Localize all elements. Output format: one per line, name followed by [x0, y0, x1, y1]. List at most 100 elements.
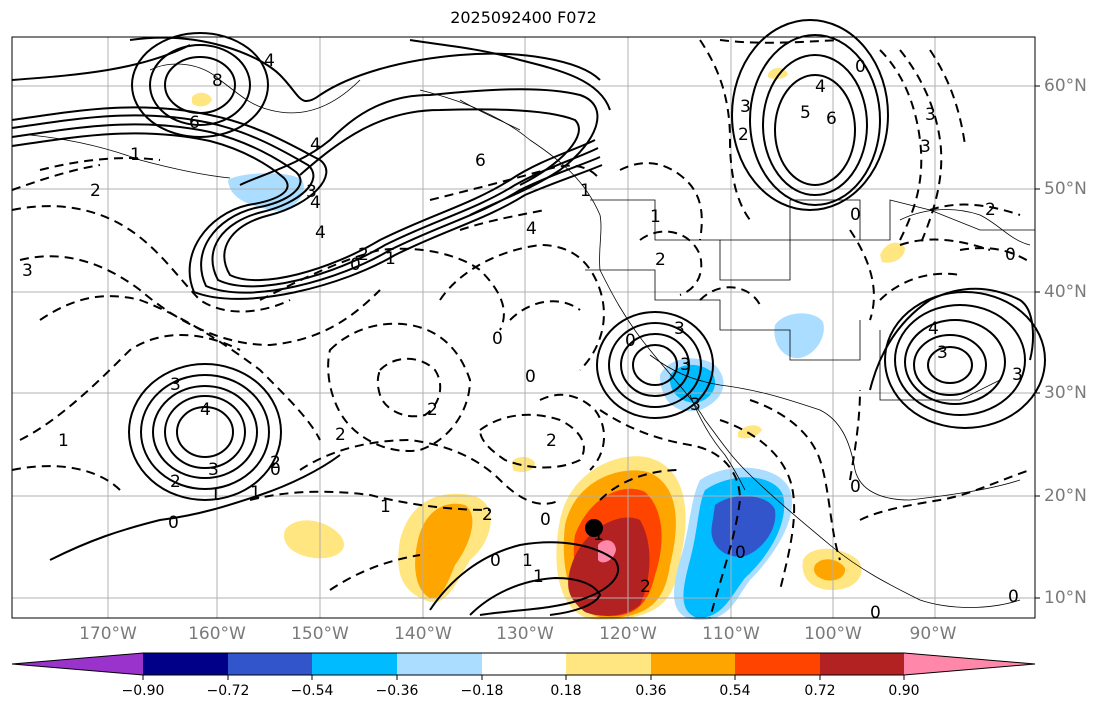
- shade-warm-west-orange: [415, 503, 473, 599]
- contour-label: 2: [170, 472, 181, 492]
- colorbar-swatch: [228, 653, 312, 675]
- contour-label: 0: [855, 57, 866, 77]
- contour-label: 3: [674, 319, 685, 339]
- storm-center-marker: [585, 519, 603, 537]
- contour-label: 5: [800, 103, 811, 123]
- contour-label: 1: [522, 551, 533, 571]
- solid-contours: [11, 19, 1046, 616]
- colorbar-extend-high: [904, 653, 1035, 675]
- colorbar-tick-label: 0.72: [804, 683, 836, 699]
- contour-label: 2: [90, 181, 101, 201]
- shade-warm-bering: [192, 92, 212, 107]
- contour-label: 2: [270, 453, 281, 473]
- colorbar-tick-label: −0.36: [375, 683, 419, 699]
- contour-label: 2: [985, 200, 996, 220]
- colorbar-swatch: [482, 653, 566, 675]
- shaded-anomaly-fields: [192, 68, 905, 620]
- contour-label: 4: [815, 77, 826, 97]
- contour-label: 0: [490, 551, 501, 571]
- contour-label: 4: [526, 219, 537, 239]
- dashed-contours: [11, 39, 1031, 619]
- graticule: [12, 37, 1035, 618]
- contour-label: 4: [315, 223, 326, 243]
- contour-label: 3: [937, 343, 948, 363]
- lon-label: 140°W: [394, 624, 452, 644]
- contour-label: 6: [826, 109, 837, 129]
- lat-label: 10°N: [1044, 588, 1087, 608]
- contour-label: 1: [130, 145, 141, 165]
- contour-label: 3: [680, 355, 691, 375]
- shade-cool-colorado: [774, 313, 824, 359]
- shade-warm-glakes: [880, 242, 905, 263]
- colorbar: [11, 652, 1036, 680]
- colorbar-tick-label: −0.90: [121, 683, 165, 699]
- contour-label: 0: [350, 255, 361, 275]
- contour-label: 0: [525, 367, 536, 387]
- contour-label: 3: [1012, 365, 1023, 385]
- contour-label: 3: [208, 460, 219, 480]
- contour-label: 3: [170, 375, 181, 395]
- contour-label: 0: [540, 510, 551, 530]
- lon-label: 100°W: [804, 624, 862, 644]
- contour-label: 2: [482, 505, 493, 525]
- contour-label: 1: [250, 483, 261, 503]
- contour-label: 0: [850, 477, 861, 497]
- colorbar-swatch: [143, 653, 228, 675]
- contour-label: 0: [850, 205, 861, 225]
- contour-label: 4: [310, 135, 321, 155]
- colorbar-tick-label: 0.36: [635, 683, 667, 699]
- colorbar-swatch: [566, 653, 651, 675]
- contour-label: 3: [690, 395, 701, 415]
- shade-warm-100w-orange: [814, 559, 846, 581]
- lon-label: 90°W: [909, 624, 957, 644]
- contour-label: 1: [650, 207, 661, 227]
- shade-cool-dark: [711, 495, 776, 557]
- colorbar-tick-label: 0.18: [550, 683, 582, 699]
- contour-label: 2: [335, 425, 346, 445]
- contour-label: 3: [306, 182, 317, 202]
- contour-label: 6: [475, 151, 486, 171]
- contour-label: 2: [358, 245, 369, 265]
- contour-label: 2: [655, 250, 666, 270]
- lon-label: 170°W: [79, 624, 137, 644]
- contour-label: 0: [870, 603, 881, 623]
- contour-label: 2: [640, 577, 651, 597]
- lat-label: 40°N: [1044, 282, 1087, 302]
- contour-label-group: 8 4 6 4 6 6 5 4 3 2 3 4 3 2 1 0 2 4 1 3 …: [22, 51, 1023, 623]
- contour-label: 1: [58, 431, 69, 451]
- colorbar-swatch: [820, 653, 904, 675]
- coastlines: [29, 63, 1035, 608]
- contour-label: 4: [310, 193, 321, 213]
- contour-label: 0: [735, 543, 746, 563]
- colorbar-swatch: [651, 653, 735, 675]
- contour-label: 3: [925, 105, 936, 125]
- contour-label: 3: [920, 137, 931, 157]
- contour-label: 1: [580, 181, 591, 201]
- lat-label: 20°N: [1044, 486, 1087, 506]
- contour-label: 2: [546, 431, 557, 451]
- lon-label: 110°W: [702, 624, 760, 644]
- shade-warm-dark: [568, 517, 650, 616]
- colorbar-tick-label: −0.72: [206, 683, 250, 699]
- lat-label: 30°N: [1044, 383, 1087, 403]
- colorbar-swatch: [735, 653, 820, 675]
- colorbar-swatch: [312, 653, 397, 675]
- colorbar-extend-low: [12, 653, 143, 675]
- map-frame: [11, 36, 1036, 619]
- lon-label: 160°W: [188, 624, 246, 644]
- contour-label: 0: [168, 513, 179, 533]
- contour-label: 4: [264, 51, 275, 71]
- lon-label: 150°W: [291, 624, 349, 644]
- map-title: 2025092400 F072: [450, 8, 597, 27]
- contour-label: 8: [212, 71, 223, 91]
- colorbar-tick-label: −0.18: [460, 683, 504, 699]
- contour-label: 0: [1005, 245, 1016, 265]
- lat-label: 60°N: [1044, 76, 1087, 96]
- contour-label: 1: [533, 567, 544, 587]
- shade-warm-gulfca: [738, 425, 762, 439]
- colorbar-tick-label: −0.54: [290, 683, 334, 699]
- contour-label: 0: [270, 460, 281, 480]
- contour-label: 4: [928, 319, 939, 339]
- tick-marks: [1035, 85, 1040, 599]
